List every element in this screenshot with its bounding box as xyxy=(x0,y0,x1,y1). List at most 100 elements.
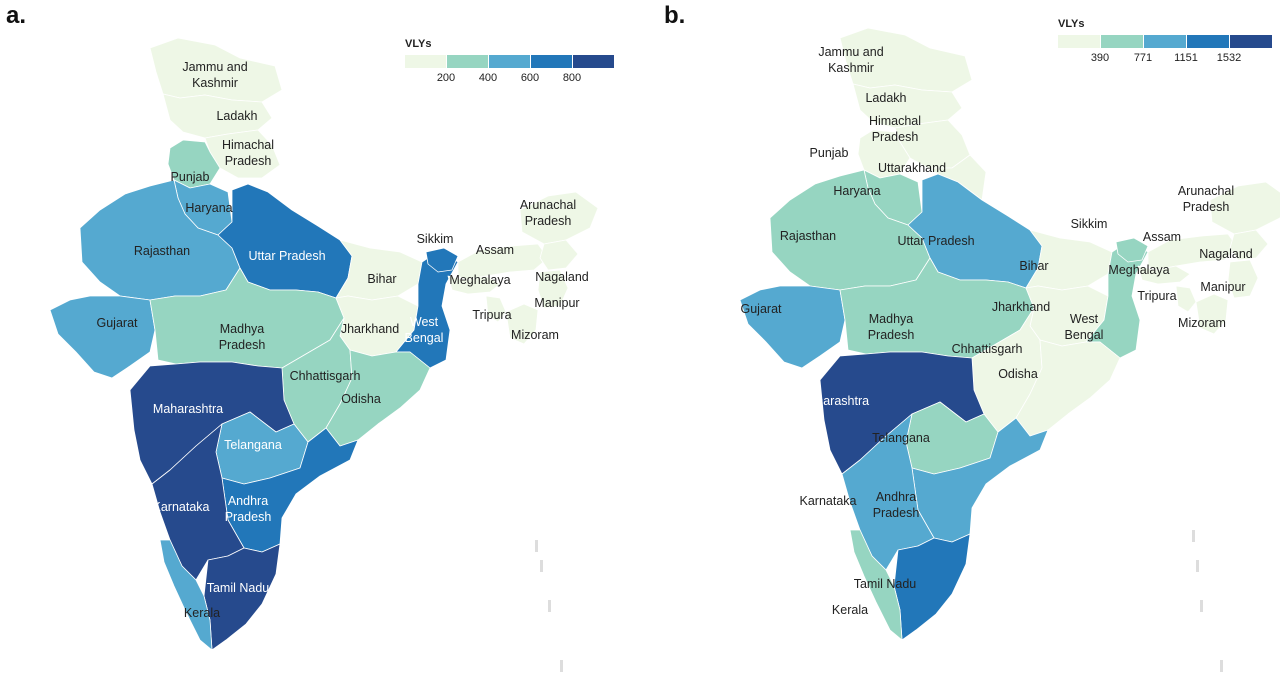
state-label-arunachal-pradesh: Arunachal Pradesh xyxy=(1178,184,1234,214)
state-label-punjab: Punjab xyxy=(810,146,849,160)
state-label-bihar: Bihar xyxy=(367,272,396,286)
legend-swatch xyxy=(489,55,530,68)
map-panel-a: a. Jammu and Kashmir Ladakh Himachal Pradesh… xyxy=(6,2,614,672)
legend-swatch xyxy=(531,55,572,68)
state-gujarat xyxy=(739,285,846,369)
panel-letter: a. xyxy=(6,2,27,29)
state-label-rajasthan: Rajasthan xyxy=(134,244,190,258)
state-label-chhattisgarh: Chhattisgarh xyxy=(290,369,361,383)
state-label-west-bengal: West Bengal xyxy=(405,315,444,345)
legend-tick-label: 390 xyxy=(1091,52,1109,64)
legend-tick-label: 200 xyxy=(437,72,455,84)
legend-tick-label: 800 xyxy=(563,72,581,84)
state-arunachal-pradesh xyxy=(1209,181,1280,235)
state-arunachal-pradesh xyxy=(519,191,599,245)
state-label-madhya-pradesh: Madhya Pradesh xyxy=(219,322,266,352)
legend-tick-label: 771 xyxy=(1134,52,1152,64)
state-label-rajasthan: Rajasthan xyxy=(780,229,836,243)
state-gujarat xyxy=(49,295,156,379)
state-sikkim xyxy=(1115,237,1149,263)
state-label-andhra-pradesh: Andhra Pradesh xyxy=(225,494,272,524)
legend-swatch xyxy=(1101,35,1143,48)
state-label-assam: Assam xyxy=(476,243,514,257)
state-label-meghalaya: Meghalaya xyxy=(1108,263,1169,277)
state-regions xyxy=(49,37,599,651)
state-tripura xyxy=(485,295,507,323)
state-ladakh xyxy=(852,83,963,129)
state-tamil-nadu xyxy=(203,543,281,651)
island-shape xyxy=(1196,560,1199,572)
legend-title: VLYs xyxy=(1058,18,1085,30)
state-label-ladakh: Ladakh xyxy=(216,109,257,123)
state-label-meghalaya: Meghalaya xyxy=(449,273,510,287)
state-label-manipur: Manipur xyxy=(1200,280,1245,294)
state-label-bihar: Bihar xyxy=(1019,259,1048,273)
state-mizoram xyxy=(1195,293,1229,335)
state-label-odisha: Odisha xyxy=(998,367,1038,381)
legend-swatch xyxy=(1144,35,1186,48)
island-shape xyxy=(1200,600,1203,612)
state-odisha xyxy=(325,349,431,447)
state-nagaland xyxy=(539,239,579,271)
legend-tick-label: 1532 xyxy=(1217,52,1241,64)
state-label-himachal-pradesh: Himachal Pradesh xyxy=(869,114,921,144)
state-label-uttar-pradesh: Uttar Pradesh xyxy=(897,234,974,248)
state-label-tamil-nadu: Tamil Nadu xyxy=(854,577,917,591)
state-label-arunachal-pradesh: Arunachal Pradesh xyxy=(520,198,576,228)
state-label-mizoram: Mizoram xyxy=(511,328,559,342)
state-regions xyxy=(739,27,1280,641)
state-label-jammu-and-kashmir: Jammu and Kashmir xyxy=(818,45,883,75)
state-label-jammu-and-kashmir: Jammu and Kashmir xyxy=(182,60,247,90)
legend-tick-label: 1151 xyxy=(1174,52,1198,64)
legend-swatch xyxy=(573,55,614,68)
state-sikkim xyxy=(425,247,459,273)
state-label-haryana: Haryana xyxy=(833,184,880,198)
state-label-odisha: Odisha xyxy=(341,392,381,406)
state-assam xyxy=(1147,233,1239,271)
state-label-uttarakhand: Uttarakhand xyxy=(878,161,946,175)
state-label-chhattisgarh: Chhattisgarh xyxy=(952,342,1023,356)
island-shape xyxy=(1220,660,1223,672)
state-label-nagaland: Nagaland xyxy=(1199,247,1253,261)
legend-swatch xyxy=(1230,35,1272,48)
state-label-west-bengal: West Bengal xyxy=(1065,312,1104,342)
state-manipur xyxy=(1227,259,1259,299)
state-label-punjab: Punjab xyxy=(171,170,210,184)
state-label-nagaland: Nagaland xyxy=(535,270,589,284)
state-label-mizoram: Mizoram xyxy=(1178,316,1226,330)
island-shape xyxy=(548,600,551,612)
legend-tick-label: 600 xyxy=(521,72,539,84)
island-shape xyxy=(560,660,563,672)
state-label-ladakh: Ladakh xyxy=(865,91,906,105)
state-punjab xyxy=(167,139,221,189)
legend-swatch xyxy=(447,55,488,68)
state-label-sikkim: Sikkim xyxy=(1071,217,1108,231)
state-label-tripura: Tripura xyxy=(472,308,511,322)
state-label-kerala: Kerala xyxy=(832,603,868,617)
state-label-jharkhand: Jharkhand xyxy=(992,300,1050,314)
state-tripura xyxy=(1175,285,1197,313)
state-label-kerala: Kerala xyxy=(184,606,220,620)
state-label-telangana: Telangana xyxy=(224,438,282,452)
state-kerala xyxy=(849,529,903,641)
state-west-bengal xyxy=(395,249,459,369)
state-label-assam: Assam xyxy=(1143,230,1181,244)
legend-title: VLYs xyxy=(405,38,432,50)
state-label-gujarat: Gujarat xyxy=(97,316,139,330)
state-label-himachal-pradesh: Himachal Pradesh xyxy=(222,138,274,168)
island-shape xyxy=(540,560,543,572)
state-odisha xyxy=(1015,339,1121,437)
legend-swatch xyxy=(405,55,446,68)
island-shape xyxy=(1192,530,1195,542)
state-assam xyxy=(457,243,549,281)
state-meghalaya xyxy=(1137,265,1191,285)
state-label-tripura: Tripura xyxy=(1137,289,1176,303)
state-kerala xyxy=(159,539,213,651)
state-nagaland xyxy=(1229,229,1269,261)
state-mizoram xyxy=(505,303,539,345)
state-manipur xyxy=(537,269,569,309)
color-legend: VLYs 200 400 600 800 xyxy=(405,38,614,84)
state-label-jharkhand: Jharkhand xyxy=(341,322,399,336)
state-label-uttar-pradesh: Uttar Pradesh xyxy=(248,249,325,263)
legend-swatch xyxy=(1058,35,1100,48)
